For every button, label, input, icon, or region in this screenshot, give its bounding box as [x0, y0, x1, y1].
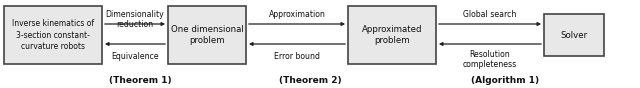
- Text: Solver: Solver: [561, 31, 588, 40]
- Text: (Theorem 2): (Theorem 2): [278, 76, 341, 85]
- Text: (Algorithm 1): (Algorithm 1): [471, 76, 539, 85]
- Text: Error bound: Error bound: [274, 52, 320, 61]
- FancyBboxPatch shape: [168, 6, 246, 64]
- Text: Dimensionality
reduction: Dimensionality reduction: [106, 10, 164, 29]
- Text: One dimensional
problem: One dimensional problem: [171, 25, 243, 45]
- Text: Inverse kinematics of
3-section constant-
curvature robots: Inverse kinematics of 3-section constant…: [12, 19, 94, 51]
- Text: Global search: Global search: [463, 10, 516, 19]
- Text: Equivalence: Equivalence: [111, 52, 159, 61]
- FancyBboxPatch shape: [348, 6, 436, 64]
- FancyBboxPatch shape: [544, 14, 604, 56]
- Text: Resolution
completeness: Resolution completeness: [463, 50, 517, 69]
- Text: (Theorem 1): (Theorem 1): [109, 76, 172, 85]
- FancyBboxPatch shape: [4, 6, 102, 64]
- Text: Approximated
problem: Approximated problem: [362, 25, 422, 45]
- Text: Approximation: Approximation: [269, 10, 325, 19]
